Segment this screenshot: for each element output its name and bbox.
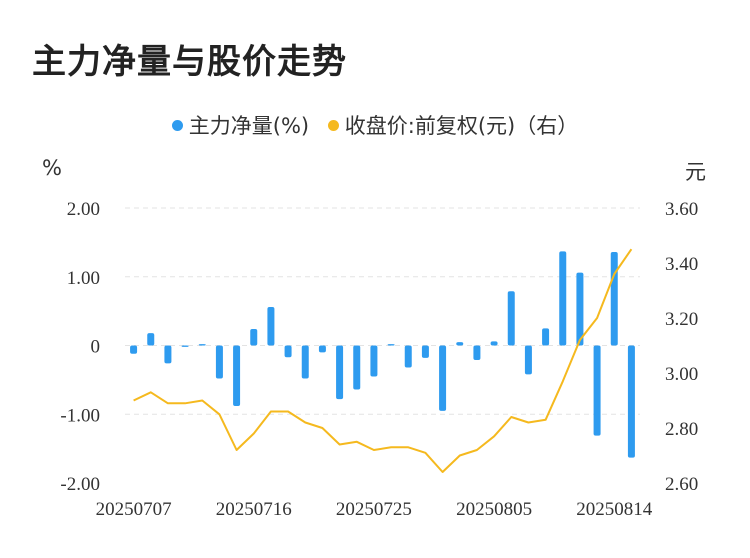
legend-label-net-flow: 主力净量(%)	[188, 114, 310, 138]
bar	[490, 341, 498, 346]
legend-dot-yellow	[327, 119, 339, 131]
bar	[250, 329, 258, 346]
legend: 主力净量(%) 收盘价:前复权(元)（右）	[0, 110, 750, 140]
left-tick-label: 0	[91, 337, 101, 358]
bar	[370, 345, 378, 377]
bar	[627, 345, 635, 458]
price-line	[133, 248, 633, 473]
left-tick-label: -2.00	[60, 474, 100, 495]
bar	[421, 345, 429, 358]
left-tick-label: -1.00	[60, 405, 100, 426]
left-tick-label: 1.00	[67, 268, 100, 289]
bar	[559, 251, 567, 346]
bar	[284, 345, 292, 358]
legend-item-close-price[interactable]: 收盘价:前复权(元)（右）	[327, 110, 579, 140]
bar	[215, 345, 223, 379]
bar	[336, 345, 344, 400]
bar	[130, 345, 138, 354]
right-tick-label: 2.80	[665, 419, 698, 440]
bar	[387, 344, 395, 346]
legend-item-net-flow[interactable]: 主力净量(%)	[171, 110, 310, 140]
bar	[439, 345, 447, 411]
bar	[542, 328, 550, 346]
x-tick-label: 20250725	[336, 499, 412, 520]
right-tick-label: 3.40	[665, 254, 698, 275]
bar	[593, 345, 601, 436]
bar	[507, 291, 515, 346]
bar	[318, 345, 326, 353]
bar	[267, 307, 275, 346]
bar	[456, 342, 464, 346]
bar	[610, 252, 618, 346]
x-tick-label: 20250716	[216, 499, 292, 520]
right-tick-label: 3.00	[665, 364, 698, 385]
x-tick-label: 20250814	[576, 499, 653, 520]
legend-dot-blue	[171, 119, 183, 131]
legend-label-close-price: 收盘价:前复权(元)（右）	[344, 114, 579, 138]
bar	[181, 345, 189, 347]
right-tick-label: 3.60	[665, 199, 698, 220]
bar	[353, 345, 361, 390]
bar	[198, 344, 206, 346]
bar	[301, 345, 309, 379]
bar	[233, 345, 241, 406]
right-tick-label: 2.60	[665, 474, 698, 495]
x-tick-label: 20250805	[456, 499, 532, 520]
right-axis-unit: 元	[685, 160, 706, 184]
bar	[576, 272, 584, 346]
chart-title: 主力净量与股价走势	[32, 42, 347, 82]
bar	[404, 345, 412, 368]
bar	[473, 345, 481, 360]
bar	[164, 345, 172, 364]
right-tick-label: 3.20	[665, 309, 698, 330]
x-tick-label: 20250707	[96, 499, 172, 520]
left-axis-unit: %	[42, 156, 62, 180]
left-tick-label: 2.00	[67, 199, 100, 220]
bar	[147, 333, 155, 346]
bar	[524, 345, 532, 375]
